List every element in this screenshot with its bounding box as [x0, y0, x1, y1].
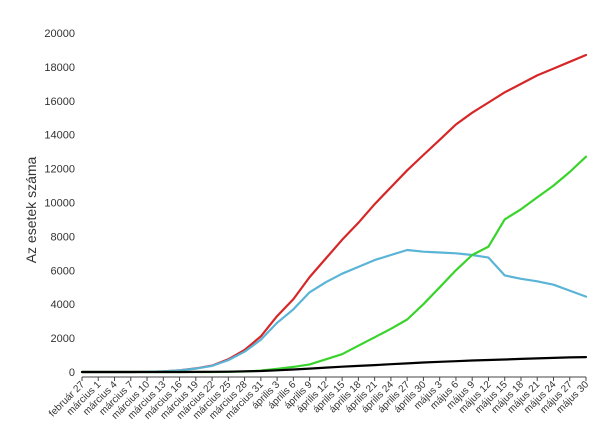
series-line-2	[80, 248, 588, 374]
y-tick-label: 0	[69, 367, 75, 379]
y-tick-label: 12000	[44, 164, 75, 176]
y-tick-label: 8000	[51, 231, 75, 243]
y-tick-label: 20000	[44, 28, 75, 40]
y-tick-label: 14000	[44, 130, 75, 142]
y-tick-label: 18000	[44, 62, 75, 74]
y-tick-label: 2000	[51, 333, 75, 345]
y-axis: 0 2000 4000 6000 8000 10000 12000 14000 16000 180…	[44, 28, 75, 379]
y-tick-label: 4000	[51, 299, 75, 311]
series-line-3	[80, 155, 588, 374]
y-tick-label: 6000	[51, 265, 75, 277]
y-axis-label: Az esetek száma	[23, 156, 39, 263]
series-line-1	[80, 53, 588, 374]
series-lines	[80, 53, 588, 374]
y-tick-label: 10000	[44, 198, 75, 210]
series-line-4	[80, 356, 588, 374]
y-tick-label: 16000	[44, 96, 75, 108]
